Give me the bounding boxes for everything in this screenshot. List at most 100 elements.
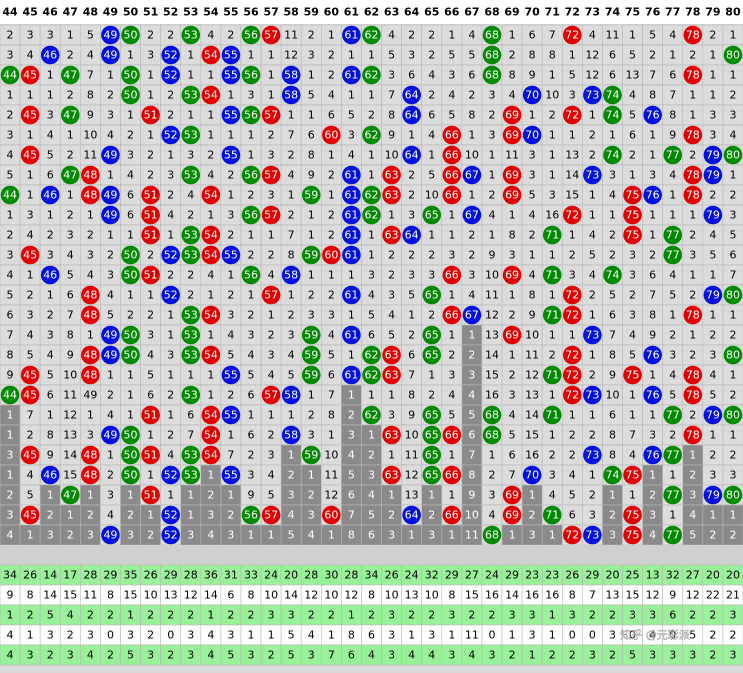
ball-number: 79 xyxy=(706,149,720,162)
ball xyxy=(342,225,361,245)
summary-value: 15 xyxy=(626,589,640,602)
miss-count: 1 xyxy=(368,49,375,62)
miss-count: 1 xyxy=(609,489,616,502)
ball-number: 47 xyxy=(63,489,77,502)
ball xyxy=(101,45,120,65)
miss-count: 6 xyxy=(609,69,616,82)
miss-count: 2 xyxy=(589,429,596,442)
summary-value: 3 xyxy=(509,609,516,622)
summary-value: 6 xyxy=(669,609,676,622)
ball-number: 48 xyxy=(83,189,97,202)
miss-count: 1 xyxy=(669,509,676,522)
miss-count: 1 xyxy=(187,509,194,522)
miss-count: 5 xyxy=(448,409,455,422)
miss-count: 2 xyxy=(388,249,395,262)
summary-value: 5 xyxy=(288,629,295,642)
miss-count: 8 xyxy=(649,309,656,322)
miss-count: 1 xyxy=(47,69,54,82)
ball xyxy=(241,65,261,85)
summary-value: 1 xyxy=(7,609,14,622)
ball-number: 72 xyxy=(565,529,579,542)
miss-count: 12 xyxy=(525,369,539,382)
ball-number: 59 xyxy=(304,449,318,462)
miss-count: 4 xyxy=(428,69,435,82)
miss-count: 3 xyxy=(127,529,134,542)
miss-count: 3 xyxy=(67,229,74,242)
miss-count: 2 xyxy=(7,29,14,42)
header-cell: 47 xyxy=(63,6,78,19)
ball-number: 57 xyxy=(264,209,278,222)
ball-number: 76 xyxy=(646,109,660,122)
summary-value: 2 xyxy=(689,609,696,622)
miss-count: 1 xyxy=(248,529,255,542)
miss-count: 6 xyxy=(428,109,435,122)
ball-number: 53 xyxy=(184,389,198,402)
summary-value: 23 xyxy=(545,569,559,582)
miss-count: 4 xyxy=(669,169,676,182)
miss-count: 15 xyxy=(525,429,539,442)
miss-count: 3 xyxy=(47,249,54,262)
miss-count: 8 xyxy=(549,49,556,62)
ball xyxy=(121,25,140,45)
miss-count: 8 xyxy=(468,469,475,482)
summary-value: 7 xyxy=(328,649,335,662)
summary-value: 29 xyxy=(505,569,519,582)
miss-count: 1 xyxy=(428,149,435,162)
miss-count: 2 xyxy=(207,149,214,162)
ball-number: 72 xyxy=(565,389,579,402)
miss-count: 1 xyxy=(649,129,656,142)
ball-number: 61 xyxy=(344,209,358,222)
ball-number: 52 xyxy=(164,69,178,82)
summary-value: 3 xyxy=(187,629,194,642)
miss-count: 8 xyxy=(388,109,395,122)
summary-value: 3 xyxy=(529,629,536,642)
miss-count: 3 xyxy=(709,349,716,362)
miss-count: 2 xyxy=(649,49,656,62)
miss-count: 3 xyxy=(368,469,375,482)
miss-count: 3 xyxy=(227,209,234,222)
miss-count: 5 xyxy=(7,289,14,302)
summary-value: 3 xyxy=(729,649,736,662)
miss-count: 2 xyxy=(127,129,134,142)
ball-number: 80 xyxy=(726,349,740,362)
miss-count: 1 xyxy=(669,469,676,482)
ball-number: 62 xyxy=(365,409,379,422)
ball xyxy=(342,185,361,205)
miss-count: 2 xyxy=(509,49,516,62)
summary-value: 21 xyxy=(726,589,740,602)
header-cell: 57 xyxy=(263,6,278,19)
summary-value: 1 xyxy=(27,629,34,642)
miss-count: 1 xyxy=(227,89,234,102)
ball-number: 60 xyxy=(324,249,338,262)
miss-count: 1 xyxy=(328,189,335,202)
ball-number: 68 xyxy=(485,49,499,62)
ball xyxy=(342,65,361,85)
miss-count: 3 xyxy=(408,209,415,222)
ball-number: 54 xyxy=(204,89,218,102)
summary-value: 0 xyxy=(589,629,596,642)
miss-count: 2 xyxy=(288,149,295,162)
miss-count: 2 xyxy=(227,169,234,182)
miss-count: 1 xyxy=(589,469,596,482)
miss-count: 1 xyxy=(27,189,34,202)
miss-count: 1 xyxy=(569,49,576,62)
miss-count: 1 xyxy=(448,529,455,542)
header-cell: 65 xyxy=(424,6,439,19)
miss-count: 1 xyxy=(488,229,495,242)
ball-number: 49 xyxy=(103,49,117,62)
miss-count: 1 xyxy=(127,289,134,302)
miss-count: 3 xyxy=(549,189,556,202)
ball xyxy=(181,25,201,45)
miss-count: 1 xyxy=(649,469,656,482)
ball-number: 61 xyxy=(344,189,358,202)
header-cell: 76 xyxy=(645,6,661,19)
ball xyxy=(101,25,120,45)
miss-count: 2 xyxy=(227,229,234,242)
miss-count: 11 xyxy=(525,349,539,362)
summary-value: 3 xyxy=(388,629,395,642)
summary-value: 3 xyxy=(649,649,656,662)
ball-number: 59 xyxy=(304,329,318,342)
miss-count: 5 xyxy=(47,369,54,382)
miss-count: 6 xyxy=(47,169,54,182)
miss-count: 4 xyxy=(529,209,536,222)
